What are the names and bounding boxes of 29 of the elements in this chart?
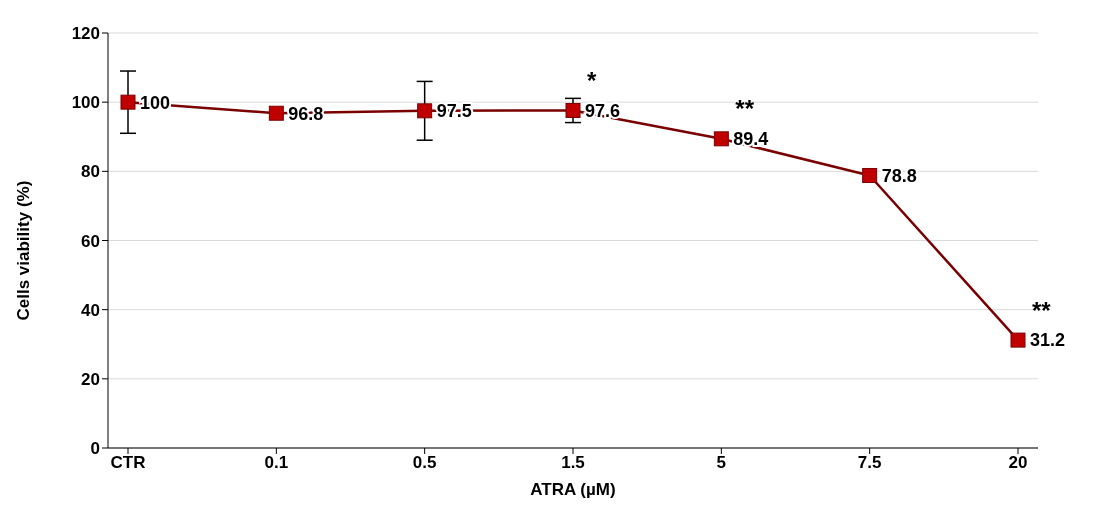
y-tick-label: 40 xyxy=(81,300,100,320)
point xyxy=(120,94,136,110)
point xyxy=(713,131,729,147)
annotation: ** xyxy=(735,95,755,123)
y-tick-label: 20 xyxy=(81,369,100,389)
y-axis-title: Cells viability (%) xyxy=(14,180,34,321)
annotation: * xyxy=(587,66,597,94)
data-label: 89.4 xyxy=(733,129,769,150)
y-tick-label: 120 xyxy=(71,24,100,44)
y-tick-label: 0 xyxy=(90,439,100,459)
point xyxy=(862,167,878,183)
x-tick-label: 0.5 xyxy=(412,453,437,473)
point xyxy=(268,105,284,121)
point xyxy=(565,102,581,118)
x-tick-label: 1.5 xyxy=(561,453,585,473)
y-tick-label: 60 xyxy=(81,231,100,251)
point xyxy=(417,103,433,119)
x-tick-label: 0.1 xyxy=(264,453,289,473)
data-label: 78.8 xyxy=(881,165,917,186)
x-axis-title: ATRA (µM) xyxy=(530,480,616,500)
x-tick-label: 7.5 xyxy=(857,453,882,473)
x-tick-label: CTR xyxy=(110,453,146,473)
annotation: ** xyxy=(1032,296,1052,324)
x-tick-label: 20 xyxy=(1008,453,1028,473)
data-label: 31.2 xyxy=(1030,330,1066,351)
x-tick-label: 5 xyxy=(716,453,727,473)
y-tick-label: 80 xyxy=(81,162,100,182)
y-tick-label: 100 xyxy=(71,93,100,113)
point xyxy=(1010,332,1026,348)
